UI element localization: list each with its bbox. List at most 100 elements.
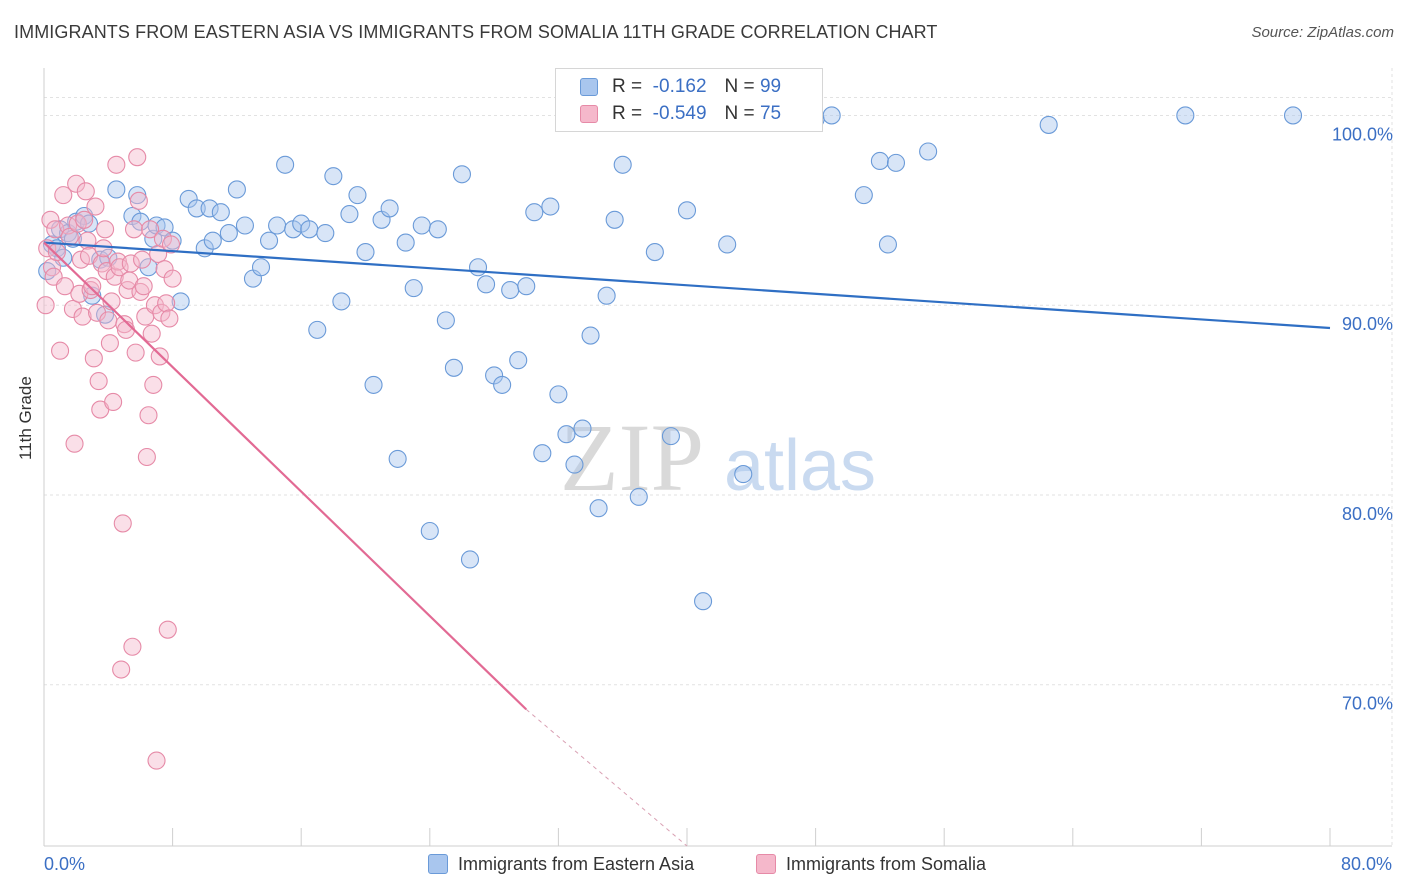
somalia-point [51,341,70,360]
eastern-asia-point [107,180,126,199]
eastern-asia-point [308,320,327,339]
somalia-point [157,294,176,313]
legend-r-label: R = [612,103,643,124]
series-swatch-blue [428,854,448,874]
eastern-asia-point [139,258,158,277]
somalia-point [73,307,92,326]
eastern-asia-point [219,224,238,243]
eastern-asia-point [549,385,568,404]
data-points [36,106,1303,770]
eastern-asia-point [468,258,488,277]
somalia-point [112,660,131,679]
somalia-point [89,372,108,391]
axes [43,68,1392,847]
legend-r-label: R = [612,76,643,97]
eastern-asia-point [565,455,584,474]
eastern-asia-point [332,292,351,311]
series-legend-eastern-asia: Immigrants from Eastern Asia [428,850,694,878]
y-tick-label: 80.0% [1342,504,1393,524]
eastern-asia-point [613,155,632,174]
somalia-point [137,447,156,467]
legend-swatch-pink [580,105,598,123]
somalia-point [147,751,166,770]
eastern-asia-point [324,167,343,186]
eastern-asia-point [396,233,415,252]
eastern-asia-point [581,326,600,345]
legend-n-value: 99 [759,76,782,97]
somalia-point [63,299,82,319]
series-name-somalia: Immigrants from Somalia [786,853,987,874]
legend-r-value: -0.162 [652,76,707,97]
somalia-point [76,182,95,201]
eastern-asia-point [677,201,697,220]
tick-labels: 70.0% 80.0% 90.0% 100.0% 0.0% 80.0% [44,124,1393,874]
eastern-asia-trend-line [43,241,1331,330]
watermark-atlas: atlas [724,426,876,506]
correlation-legend: R = -0.162 N = 99 R = -0.549 N = 75 [555,68,823,132]
somalia-point [41,210,60,229]
eastern-asia-point [493,375,512,394]
somalia-point [100,334,119,353]
somalia-point [121,254,140,273]
eastern-asia-point [541,197,560,216]
somalia-point [47,243,66,262]
eastern-asia-point [444,358,463,377]
somalia-point [163,269,182,288]
trend-lines [43,241,1331,847]
somalia-point [123,637,142,656]
legend-row-somalia: R = -0.549 N = 75 [580,102,781,126]
eastern-asia-point [661,427,680,446]
eastern-asia-point [340,205,359,224]
eastern-asia-point [1039,115,1058,134]
eastern-asia-point [694,592,713,611]
somalia-point [107,155,126,174]
eastern-asia-point [268,216,287,235]
eastern-asia-point [822,106,841,125]
eastern-asia-point [300,220,319,239]
somalia-point [141,220,160,239]
eastern-asia-point [171,292,190,311]
eastern-asia-point [404,279,423,298]
eastern-asia-point [525,203,544,222]
eastern-asia-point [734,465,753,484]
eastern-asia-point [356,243,375,262]
somalia-point [67,174,86,193]
chart-title: IMMIGRANTS FROM EASTERN ASIA VS IMMIGRAN… [14,22,938,42]
eastern-asia-point [589,499,608,518]
somalia-point [160,309,179,328]
somalia-point [102,292,121,311]
eastern-asia-point [1283,106,1303,125]
somalia-point [161,235,181,254]
eastern-asia-point [517,277,536,296]
somalia-point [145,296,164,315]
series-swatch-pink [756,854,776,874]
somalia-point [54,186,73,205]
eastern-asia-point [919,142,938,161]
eastern-asia-point [605,210,624,229]
eastern-asia-point [276,155,295,174]
eastern-asia-point [380,199,399,218]
somalia-point [110,258,129,277]
somalia-point [75,210,94,229]
somalia-point [113,514,132,533]
legend-row-eastern-asia: R = -0.162 N = 99 [580,75,781,99]
eastern-asia-point [452,165,472,184]
eastern-asia-point [211,203,230,222]
x-tick-label: 0.0% [44,854,85,874]
eastern-asia-point [645,243,664,262]
eastern-asia-point [573,419,592,438]
eastern-asia-point [870,151,889,171]
somalia-point [86,197,105,216]
eastern-asia-point [200,199,219,218]
eastern-asia-point [878,235,897,254]
somalia-point [36,296,55,315]
x-tick-label: 80.0% [1341,854,1392,874]
somalia-point [83,277,102,296]
somalia-point [134,277,153,296]
somalia-trend-line [43,241,528,711]
y-tick-label: 70.0% [1342,694,1393,714]
eastern-asia-point [886,153,906,172]
somalia-point [126,343,145,362]
legend-n-label: N = [724,76,755,97]
